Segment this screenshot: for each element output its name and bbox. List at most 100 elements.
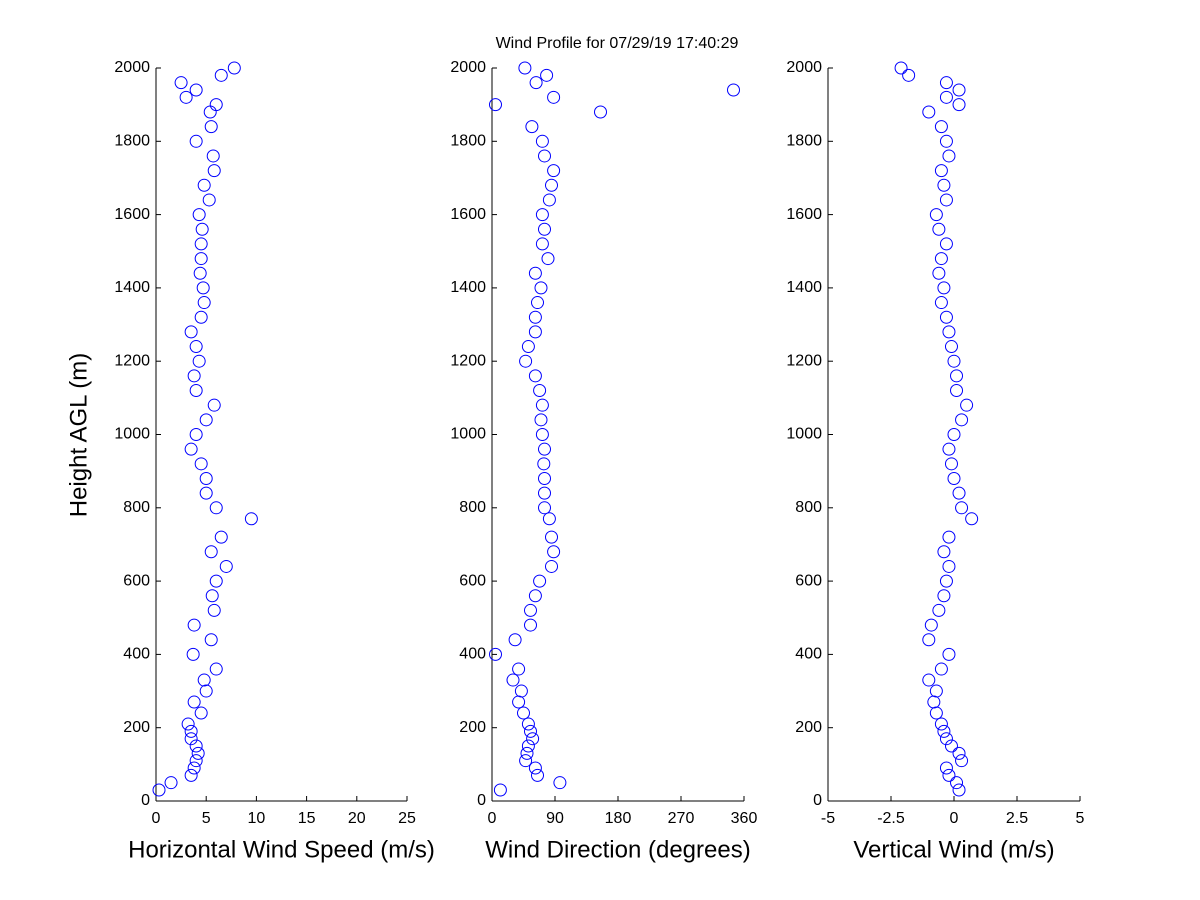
data-point: [937, 589, 951, 603]
data-point: [542, 512, 556, 526]
data-point: [553, 776, 567, 790]
data-point: [209, 98, 223, 112]
data-point: [528, 325, 542, 339]
data-point: [952, 486, 966, 500]
data-point: [518, 61, 532, 75]
x-tick-label: 5: [202, 810, 211, 827]
y-tick-label: 1600: [450, 206, 486, 223]
data-point: [531, 768, 544, 782]
data-point: [944, 340, 958, 354]
y-tick-label: 1000: [450, 426, 486, 443]
data-point: [939, 574, 953, 588]
data-point: [528, 589, 542, 603]
data-point: [512, 695, 526, 709]
data-point: [937, 724, 951, 738]
y-axis-label: Height AGL (m): [65, 353, 92, 518]
data-point: [199, 486, 213, 500]
data-point: [199, 471, 213, 485]
data-point: [535, 134, 549, 148]
data-point: [535, 428, 549, 441]
data-point: [209, 662, 223, 676]
y-tick-label: 1400: [786, 279, 822, 296]
data-point: [521, 739, 535, 753]
data-point: [207, 164, 221, 178]
data-point: [952, 746, 966, 760]
data-point: [937, 178, 951, 192]
data-point: [924, 618, 938, 632]
data-point: [197, 296, 211, 310]
y-tick-label: 1200: [786, 352, 822, 369]
x-tick-label: 0: [488, 810, 497, 827]
data-point: [955, 754, 969, 768]
data-point: [192, 208, 206, 222]
data-point: [533, 384, 547, 398]
data-point: [489, 647, 502, 661]
data-point: [189, 340, 203, 354]
data-point: [187, 369, 201, 383]
data-point: [524, 603, 537, 617]
data-point: [528, 369, 542, 383]
data-point: [547, 90, 561, 104]
x-axis-label: Wind Direction (degrees): [485, 836, 750, 863]
data-point: [197, 673, 211, 687]
data-point: [939, 237, 953, 251]
data-point: [189, 134, 203, 148]
data-point: [944, 739, 958, 753]
data-point: [227, 61, 241, 75]
data-point: [942, 530, 956, 544]
data-point: [538, 149, 551, 163]
data-point: [525, 120, 539, 134]
data-point: [537, 457, 551, 471]
data-point: [947, 428, 961, 441]
data-point: [196, 281, 210, 295]
data-point: [934, 296, 948, 310]
data-point: [524, 618, 537, 632]
x-tick-label: 5: [1076, 810, 1085, 827]
data-point: [152, 783, 166, 797]
data-point: [894, 61, 908, 75]
x-tick-label: 10: [248, 810, 266, 827]
data-point: [506, 673, 520, 687]
data-point: [902, 68, 916, 82]
data-point: [194, 706, 208, 720]
data-point: [184, 442, 198, 456]
data-point: [538, 486, 551, 500]
data-point: [206, 149, 220, 163]
data-point: [189, 428, 203, 441]
data-point: [942, 325, 956, 339]
data-point: [538, 222, 551, 236]
data-point: [929, 684, 943, 698]
x-tick-label: 270: [668, 810, 695, 827]
x-tick-label: 20: [348, 810, 366, 827]
data-point: [535, 208, 549, 222]
data-point: [204, 545, 218, 559]
data-point: [534, 413, 548, 427]
y-tick-label: 1000: [114, 426, 150, 443]
y-tick-label: 1800: [450, 133, 486, 150]
data-point: [922, 673, 936, 687]
data-point: [184, 768, 198, 782]
data-point: [205, 589, 219, 603]
y-tick-label: 800: [459, 499, 486, 516]
data-point: [204, 120, 218, 134]
data-point: [538, 442, 551, 456]
data-point: [520, 746, 534, 760]
y-tick-label: 1200: [114, 352, 150, 369]
x-tick-label: 180: [605, 810, 632, 827]
data-point: [189, 83, 203, 97]
data-point: [939, 90, 953, 104]
data-point: [524, 724, 537, 738]
data-point: [207, 603, 221, 617]
y-tick-label: 2000: [114, 59, 150, 76]
data-point: [519, 354, 533, 368]
data-point: [184, 732, 198, 746]
data-point: [955, 413, 969, 427]
y-tick-label: 1800: [114, 133, 150, 150]
data-point: [965, 512, 979, 526]
data-point: [194, 237, 208, 251]
data-point: [194, 310, 208, 324]
data-point: [244, 512, 258, 526]
data-point: [187, 618, 201, 632]
data-point: [184, 325, 198, 339]
